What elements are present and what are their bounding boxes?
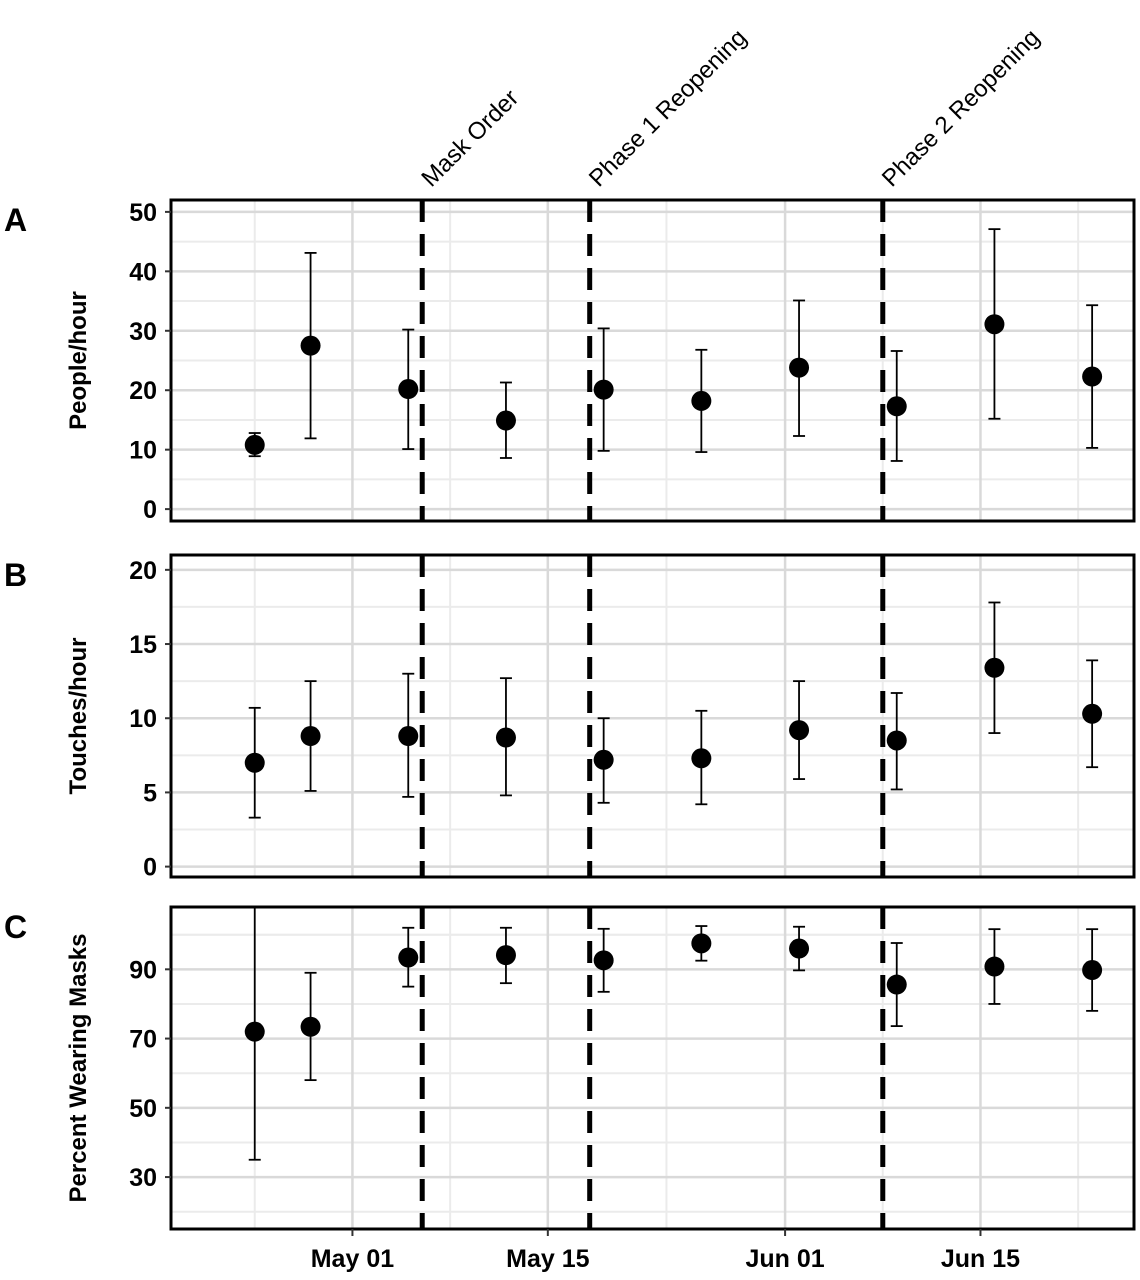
data-point [398,726,419,747]
data-point [244,434,265,455]
y-tick-label: 50 [129,1095,157,1123]
y-tick-label: 0 [143,496,157,524]
x-tick-label: May 01 [311,1245,394,1273]
y-tick-label: 50 [129,199,157,227]
data-point [886,396,907,417]
data-point [886,974,907,995]
data-point [495,727,516,748]
data-point [691,748,712,769]
data-point [593,749,614,770]
panel-frame [169,905,1136,1231]
panel-letter: B [4,557,27,593]
data-point [691,390,712,411]
y-tick-label: 30 [129,318,157,346]
data-point [593,950,614,971]
data-point [300,726,321,747]
y-tick-label: 5 [143,779,157,807]
data-point [1082,703,1103,724]
data-point [789,357,810,378]
y-tick-label: 40 [129,258,157,286]
x-tick-label: Jun 15 [941,1245,1020,1273]
data-point [398,947,419,968]
panel-letter: A [4,202,27,238]
y-axis-title: People/hour [65,291,92,430]
x-tick-label: May 15 [506,1245,589,1273]
event-label: Mask Order [416,85,524,193]
panel-b: 0 5 10 15 20 Touches/hour B [4,553,1136,882]
data-point [984,956,1005,977]
data-point [244,752,265,773]
panel-frame [169,553,1136,879]
data-point [789,938,810,959]
panel-plot-area [171,200,1134,521]
data-point [691,933,712,954]
panel-plot-area [171,907,1134,1229]
data-point [244,1021,265,1042]
data-point [789,720,810,741]
data-point [593,379,614,400]
y-tick-label: 70 [129,1026,157,1054]
y-tick-label: 30 [129,1164,157,1192]
y-tick-label: 20 [129,377,157,405]
x-tick-label: Jun 01 [745,1245,824,1273]
panel-a: 0 10 20 30 40 50 People/hour A [4,198,1136,524]
data-point [495,410,516,431]
y-axis-title: Percent Wearing Masks [65,933,92,1202]
panel-c: 30 50 70 90 Percent Wearing Masks C [4,905,1136,1231]
y-tick-label: 20 [129,557,157,585]
y-tick-label: 0 [143,854,157,882]
data-point [1082,960,1103,981]
data-point [300,1016,321,1037]
y-tick-label: 10 [129,705,157,733]
data-point [1082,366,1103,387]
data-point [495,945,516,966]
y-tick-label: 15 [129,631,157,659]
y-axis-title: Touches/hour [65,638,92,795]
data-point [398,379,419,400]
panel-frame [169,198,1136,523]
panel-plot-area [171,555,1134,877]
data-point [300,335,321,356]
y-tick-label: 90 [129,956,157,984]
event-label: Phase 1 Reopening [584,24,752,192]
event-label: Phase 2 Reopening [877,24,1045,192]
panel-letter: C [4,909,27,945]
y-tick-label: 10 [129,437,157,465]
data-point [886,730,907,751]
data-point [984,314,1005,335]
data-point [984,657,1005,678]
